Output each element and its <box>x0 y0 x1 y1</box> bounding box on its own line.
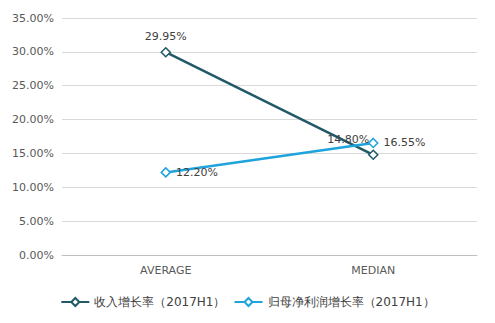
svg-text:35.00%: 35.00% <box>12 12 54 25</box>
svg-text:归母净利润增长率（2017H1）: 归母净利润增长率（2017H1） <box>268 295 435 309</box>
svg-text:12.20%: 12.20% <box>176 166 218 179</box>
svg-text:29.95%: 29.95% <box>145 30 187 43</box>
svg-text:MEDIAN: MEDIAN <box>351 264 395 277</box>
svg-text:5.00%: 5.00% <box>19 215 54 228</box>
svg-text:收入增长率（2017H1）: 收入增长率（2017H1） <box>94 295 225 309</box>
svg-text:0.00%: 0.00% <box>19 249 54 262</box>
svg-text:15.00%: 15.00% <box>12 147 54 160</box>
svg-text:16.55%: 16.55% <box>384 136 426 149</box>
svg-text:30.00%: 30.00% <box>12 45 54 58</box>
svg-text:20.00%: 20.00% <box>12 113 54 126</box>
svg-text:10.00%: 10.00% <box>12 181 54 194</box>
svg-text:14.80%: 14.80% <box>327 133 369 146</box>
svg-text:25.00%: 25.00% <box>12 79 54 92</box>
svg-text:AVERAGE: AVERAGE <box>140 264 191 277</box>
